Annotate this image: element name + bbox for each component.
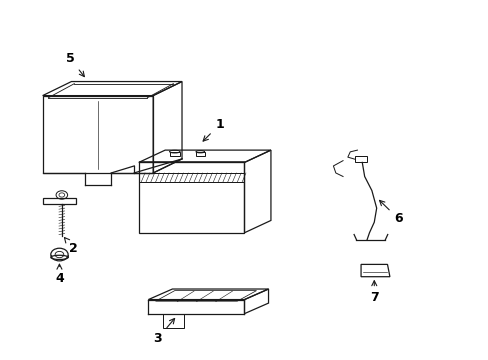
Text: 4: 4 xyxy=(55,264,64,285)
Text: 2: 2 xyxy=(64,238,78,255)
Text: 5: 5 xyxy=(66,52,84,77)
Text: 6: 6 xyxy=(379,201,402,225)
Text: 1: 1 xyxy=(203,118,224,141)
Text: 7: 7 xyxy=(369,281,378,304)
Text: 3: 3 xyxy=(153,319,174,345)
